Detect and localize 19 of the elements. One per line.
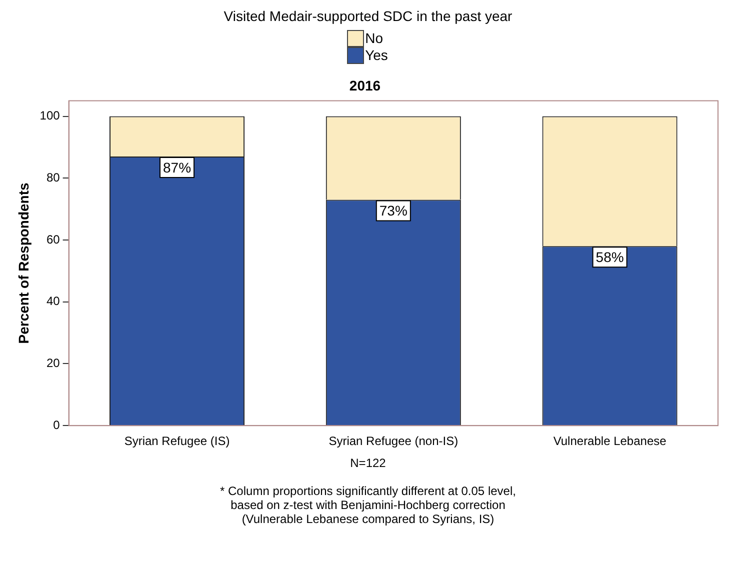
- x-tick-label: Syrian Refugee (IS): [124, 434, 230, 448]
- y-tick-label: 80: [46, 170, 60, 184]
- chart-title: 2016: [349, 77, 381, 94]
- legend-label: Yes: [365, 47, 388, 64]
- y-tick-label: 60: [46, 232, 60, 246]
- data-label: 73%: [379, 202, 408, 219]
- y-tick-label: 40: [46, 294, 60, 308]
- x-tick-label: Vulnerable Lebanese: [553, 434, 667, 448]
- y-tick-label: 100: [40, 108, 60, 123]
- y-tick-label: 0: [53, 418, 60, 432]
- legend-label: No: [365, 30, 383, 47]
- legend-title: Visited Medair-supported SDC in the past year: [222, 8, 514, 24]
- text: * Column proportions significantly different at 0.05 level, based on z-test with Benjamini-Hochberg correction (Vulnerable Lebanese compared to Syrians, IS): [219, 484, 517, 526]
- x-tick-label: Syrian Refugee (non-IS): [328, 434, 458, 448]
- y-tick-label: 20: [46, 356, 60, 370]
- y-axis-title: Percent of Respondents: [15, 182, 32, 344]
- text: N=122: [349, 456, 387, 470]
- data-label: 87%: [163, 159, 192, 176]
- data-label: 58%: [596, 249, 624, 266]
